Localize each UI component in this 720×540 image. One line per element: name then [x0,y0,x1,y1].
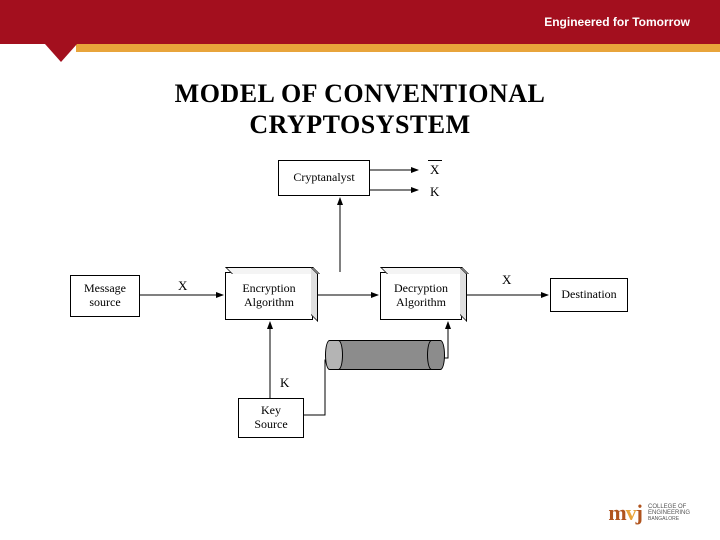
node-label: EncryptionAlgorithm [242,282,295,310]
orange-strip [76,44,720,52]
logo-line-1: COLLEGE OF [648,504,690,511]
node-label: KeySource [254,404,287,432]
logo-line-3: BANGALORE [648,517,690,523]
node-decryption-algorithm: DecryptionAlgorithm [380,272,462,320]
x-hat-bar-icon [428,160,442,161]
node-label: Cryptanalyst [293,171,354,185]
edge-label-x2: X [502,272,511,288]
logo-text: COLLEGE OF ENGINEERING BANGALORE [648,504,690,523]
logo-mark-icon: mvj [608,500,642,526]
banner-notch-icon [45,44,77,62]
edge-label-k: K [280,375,289,391]
mvj-logo: mvj COLLEGE OF ENGINEERING BANGALORE [608,500,690,526]
edge-label-x1: X [178,278,187,294]
node-key-source: KeySource [238,398,304,438]
analyst-out-k: K [430,184,439,200]
top-banner: Engineered for Tomorrow [0,0,720,44]
node-encryption-algorithm: EncryptionAlgorithm [225,272,313,320]
analyst-out-x: X [430,162,439,178]
banner-left-block [0,0,76,44]
banner-tagline: Engineered for Tomorrow [544,15,690,29]
node-label: Messagesource [84,282,126,310]
node-cryptanalyst: Cryptanalyst [278,160,370,196]
banner-right-block: Engineered for Tomorrow [76,0,720,44]
node-message-source: Messagesource [70,275,140,317]
node-destination: Destination [550,278,628,312]
node-label: Destination [561,288,616,302]
title-line-1: MODEL OF CONVENTIONAL [0,78,720,109]
page-title: MODEL OF CONVENTIONAL CRYPTOSYSTEM [0,78,720,140]
node-label: DecryptionAlgorithm [394,282,448,310]
cryptosystem-diagram: Messagesource EncryptionAlgorithm Decryp… [70,160,650,450]
title-line-2: CRYPTOSYSTEM [0,109,720,140]
